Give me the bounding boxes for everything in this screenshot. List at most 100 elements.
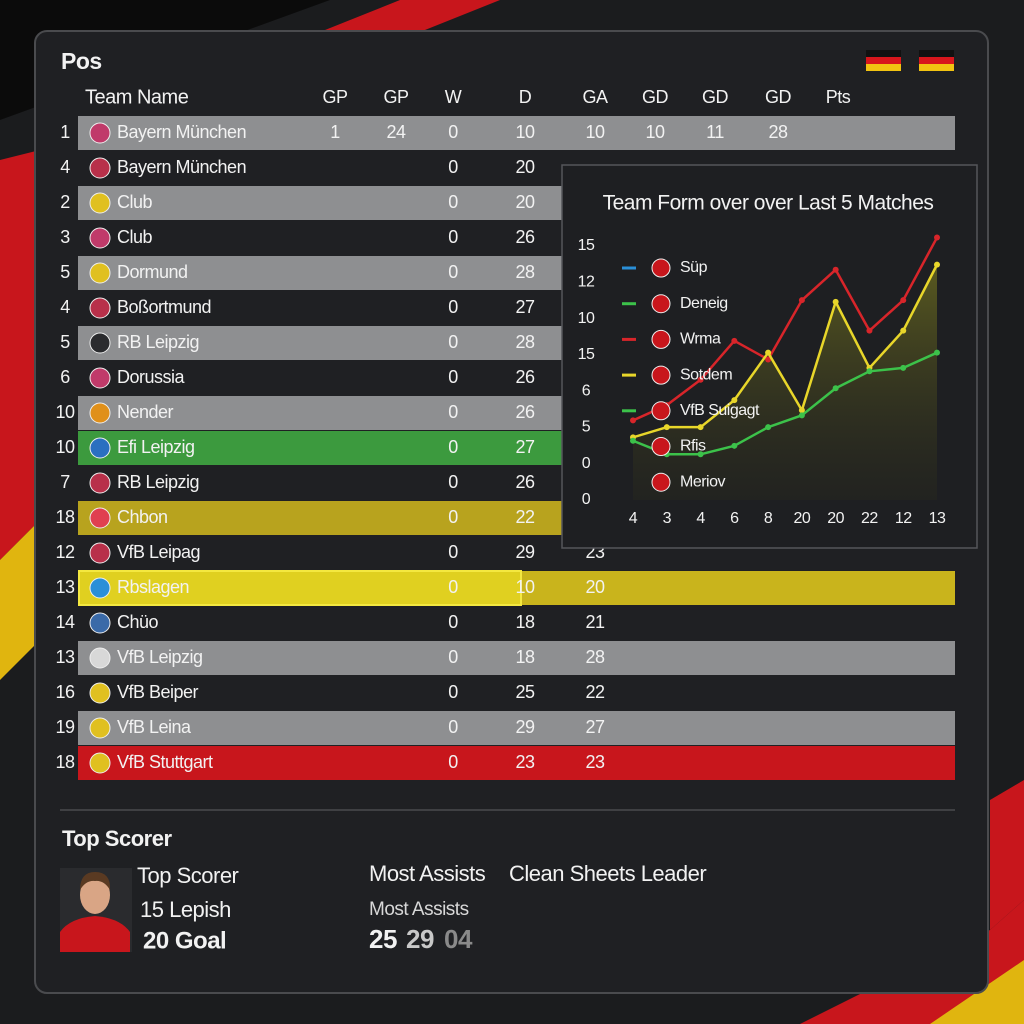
data-point	[934, 349, 940, 356]
data-point	[866, 368, 873, 375]
stat-cell: 25	[515, 682, 535, 702]
position: 1	[60, 122, 70, 142]
position: 5	[60, 332, 70, 352]
stripe	[990, 780, 1024, 930]
stripe	[0, 150, 40, 560]
team-badge	[89, 507, 111, 529]
column-header: GD	[765, 87, 792, 107]
stat-cell: 0	[448, 752, 458, 772]
stat-cell: 0	[448, 122, 458, 142]
data-point	[731, 397, 738, 404]
position: 18	[55, 507, 75, 527]
y-tick-label: 0	[582, 491, 591, 508]
legend-badge	[651, 401, 671, 421]
data-point	[866, 327, 873, 334]
position: 3	[60, 227, 70, 247]
team-badge	[89, 682, 111, 704]
stat-cell: 26	[515, 227, 535, 247]
stat-cell: 10	[515, 577, 535, 597]
stat-cell: 22	[585, 682, 605, 702]
team-badge	[89, 717, 111, 739]
legend-label: Sotdem	[680, 366, 732, 383]
stat-cell: 0	[448, 647, 458, 667]
stat-value: 04	[444, 924, 473, 954]
row-background	[78, 116, 955, 150]
legend-badge	[651, 258, 671, 278]
team-badge	[89, 192, 111, 214]
y-tick-label: 10	[578, 310, 595, 327]
legend-label: Wrma	[680, 331, 721, 348]
x-tick-label: 13	[929, 510, 946, 527]
data-point	[697, 451, 704, 458]
team-name: Chbon	[117, 507, 168, 527]
legend-badge	[651, 472, 671, 492]
team-name: Nender	[117, 402, 174, 422]
position: 10	[55, 437, 75, 457]
stat-cell: 23	[515, 752, 535, 772]
position: 19	[55, 717, 75, 737]
legend-label: VfB Suigagt	[680, 402, 760, 419]
position: 13	[55, 577, 75, 597]
y-tick-label: 15	[578, 237, 595, 254]
stat-cell: 0	[448, 437, 458, 457]
row-background	[78, 711, 955, 745]
stat-cell: 26	[515, 472, 535, 492]
stat-cell: 0	[448, 367, 458, 387]
column-header: Pts	[826, 87, 851, 107]
x-tick-label: 22	[861, 510, 878, 527]
position: 10	[55, 402, 75, 422]
data-point	[900, 297, 907, 304]
player-avatar	[60, 868, 132, 952]
stat-cell: 10	[585, 122, 605, 142]
stat-cell: 26	[515, 402, 535, 422]
data-point	[765, 424, 772, 431]
column-header: GA	[582, 87, 608, 107]
team-name: VfB Beiper	[117, 682, 199, 702]
stat-label: Most Assists	[369, 899, 469, 920]
stat-cell: 18	[515, 647, 535, 667]
stat-cell: 0	[448, 157, 458, 177]
x-tick-label: 8	[764, 510, 773, 527]
stat-cell: 0	[448, 472, 458, 492]
position: 7	[60, 472, 70, 492]
column-header: GP	[383, 87, 409, 107]
team-name: Bayern München	[117, 157, 246, 177]
stat-cell: 1	[330, 122, 340, 142]
data-point	[900, 327, 907, 334]
stat-cell: 26	[515, 367, 535, 387]
y-tick-label: 15	[578, 346, 595, 363]
stat-cell: 11	[706, 122, 724, 142]
legend-label: Süp	[680, 259, 708, 276]
data-point	[900, 364, 907, 371]
form-chart: Team Form over over Last 5 Matches 15 12 1…	[561, 164, 978, 549]
data-point	[798, 407, 805, 414]
data-point	[697, 424, 704, 431]
team-name: Bayern München	[117, 122, 246, 142]
stat-cell: 0	[448, 227, 458, 247]
stat-cell: 18	[515, 612, 535, 632]
stat-cell: 10	[645, 122, 665, 142]
team-name: Club	[117, 227, 153, 247]
team-badge	[89, 752, 111, 774]
team-badge	[89, 262, 111, 284]
stat-cell: 28	[768, 122, 788, 142]
column-header: GD	[642, 87, 669, 107]
data-point	[798, 412, 805, 419]
position: 14	[55, 612, 75, 632]
team-name: RB Leipzig	[117, 472, 199, 492]
flag	[866, 50, 901, 71]
stat-cell: 0	[448, 297, 458, 317]
row-background	[78, 431, 562, 465]
position: 4	[60, 297, 70, 317]
team-badge	[89, 227, 111, 249]
team-badge	[89, 297, 111, 319]
column-header: GD	[702, 87, 729, 107]
stat-cell: 0	[448, 717, 458, 737]
team-badge	[89, 612, 111, 634]
stat-cell: 27	[585, 717, 605, 737]
stat-label: Clean Sheets Leader	[509, 861, 706, 886]
stat-cell: 27	[515, 297, 535, 317]
column-header: W	[445, 87, 462, 107]
stat-cell: 0	[448, 542, 458, 562]
legend-label: Deneig	[680, 295, 728, 312]
